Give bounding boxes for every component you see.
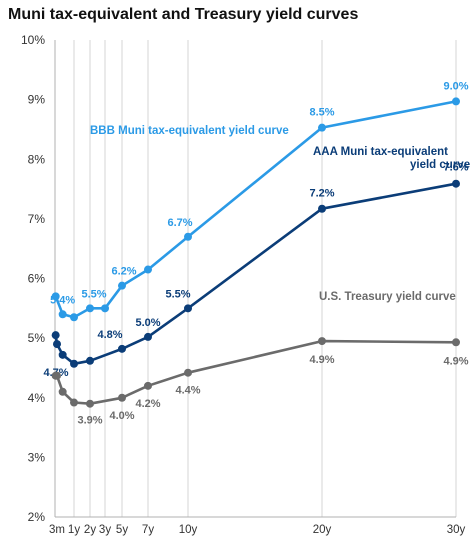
data-point	[51, 331, 60, 340]
data-point	[184, 368, 192, 377]
data-point	[118, 393, 126, 402]
legend-label: BBB Muni tax-equivalent yield curve	[90, 125, 289, 137]
data-point	[86, 399, 94, 408]
x-tick-label: 2y	[84, 524, 96, 536]
data-point	[86, 356, 94, 365]
y-tick-label: 5%	[28, 331, 46, 345]
legend-label: AAA Muni tax-equivalent	[313, 146, 448, 158]
data-point	[184, 232, 192, 241]
legend-label: U.S. Treasury yield curve	[319, 291, 456, 303]
data-label: 5.4%	[50, 294, 75, 306]
x-tick-label: 3m	[49, 524, 65, 536]
data-point	[58, 310, 67, 319]
series-line	[54, 182, 457, 366]
data-point	[144, 265, 152, 274]
data-point	[452, 97, 460, 106]
data-label: 4.8%	[97, 329, 122, 341]
data-point	[101, 304, 109, 313]
y-tick-label: 4%	[28, 391, 46, 405]
x-tick-label: 3y	[99, 524, 111, 536]
y-tick-label: 8%	[28, 152, 46, 166]
data-label: 7.2%	[309, 188, 334, 200]
data-point	[70, 313, 78, 322]
data-point	[144, 381, 152, 390]
data-point	[318, 204, 326, 213]
y-tick-label: 6%	[28, 272, 46, 286]
y-tick-label: 7%	[28, 212, 46, 226]
data-point	[70, 398, 78, 407]
data-point	[86, 304, 94, 313]
data-label: 4.2%	[135, 398, 160, 410]
legend-label: yield curve	[410, 159, 470, 171]
data-point	[58, 350, 67, 359]
y-tick-label: 9%	[28, 93, 46, 107]
x-tick-label: 1y	[68, 524, 80, 536]
data-label: 4.4%	[175, 385, 200, 397]
data-label: 4.0%	[109, 410, 134, 422]
y-tick-label: 2%	[28, 510, 46, 524]
data-point	[53, 371, 61, 380]
data-label: 3.9%	[77, 415, 102, 427]
x-tick-label: 20y	[313, 524, 332, 536]
x-tick-label: 5y	[116, 524, 128, 536]
data-label: 9.0%	[443, 80, 468, 92]
series-line	[55, 339, 457, 405]
data-label: 6.7%	[167, 217, 192, 229]
data-label: 5.0%	[135, 317, 160, 329]
data-label: 8.5%	[309, 107, 334, 119]
data-label: 6.2%	[111, 266, 136, 278]
data-label: 5.5%	[81, 288, 106, 300]
data-point	[184, 304, 192, 313]
x-tick-label: 30y	[447, 524, 466, 536]
data-point	[51, 292, 60, 301]
y-tick-label: 3%	[28, 450, 46, 464]
data-point	[452, 338, 460, 347]
data-point	[452, 179, 460, 188]
data-point	[58, 387, 67, 396]
data-point	[70, 359, 78, 368]
data-label: 4.9%	[309, 354, 334, 366]
data-point	[118, 281, 126, 290]
x-tick-label: 10y	[179, 524, 198, 536]
data-label: 5.5%	[165, 288, 190, 300]
y-tick-label: 10%	[21, 33, 45, 47]
data-label: 4.9%	[443, 355, 468, 367]
data-point	[53, 340, 61, 349]
data-point	[144, 332, 152, 341]
series-line	[54, 100, 457, 319]
chart-title: Muni tax-equivalent and Treasury yield c…	[8, 6, 359, 23]
data-label: 7.6%	[443, 162, 468, 174]
data-point	[318, 123, 326, 132]
x-tick-label: 7y	[142, 524, 154, 536]
data-point	[318, 337, 326, 346]
data-point	[118, 344, 126, 353]
